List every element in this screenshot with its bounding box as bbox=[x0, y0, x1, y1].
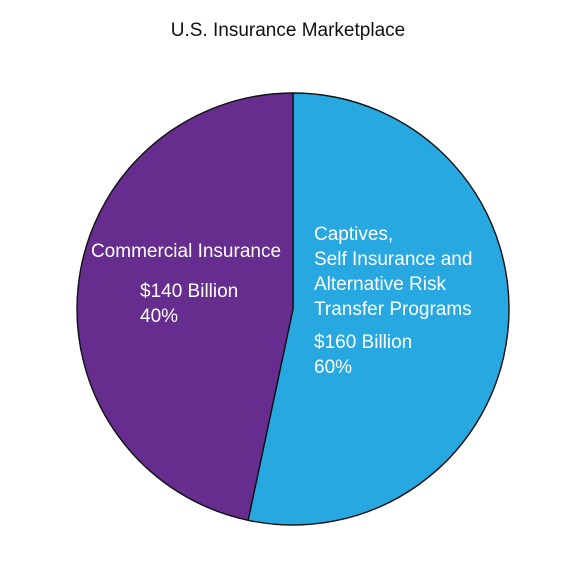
chart-title: U.S. Insurance Marketplace bbox=[170, 20, 406, 41]
slice-percent-label: 60% bbox=[314, 357, 352, 378]
slice-label-line: Self Insurance and bbox=[314, 249, 472, 270]
pie-slices bbox=[76, 92, 510, 526]
slice-label-line: Alternative Risk bbox=[314, 274, 446, 295]
slice-value-label: $140 Billion bbox=[140, 281, 238, 302]
pie-slice-alternative-risk bbox=[247, 92, 510, 526]
slice-label-line: Captives, bbox=[314, 224, 393, 245]
slice-label-line: Commercial Insurance bbox=[91, 241, 281, 262]
slice-value-label: $160 Billion bbox=[314, 332, 412, 353]
pie-labels: Captives, Self Insurance and Alternative R… bbox=[91, 224, 472, 378]
pie-slice-commercial-insurance bbox=[76, 92, 294, 521]
slice-percent-label: 40% bbox=[140, 306, 178, 327]
slice-label-line: Transfer Programs bbox=[314, 299, 472, 320]
